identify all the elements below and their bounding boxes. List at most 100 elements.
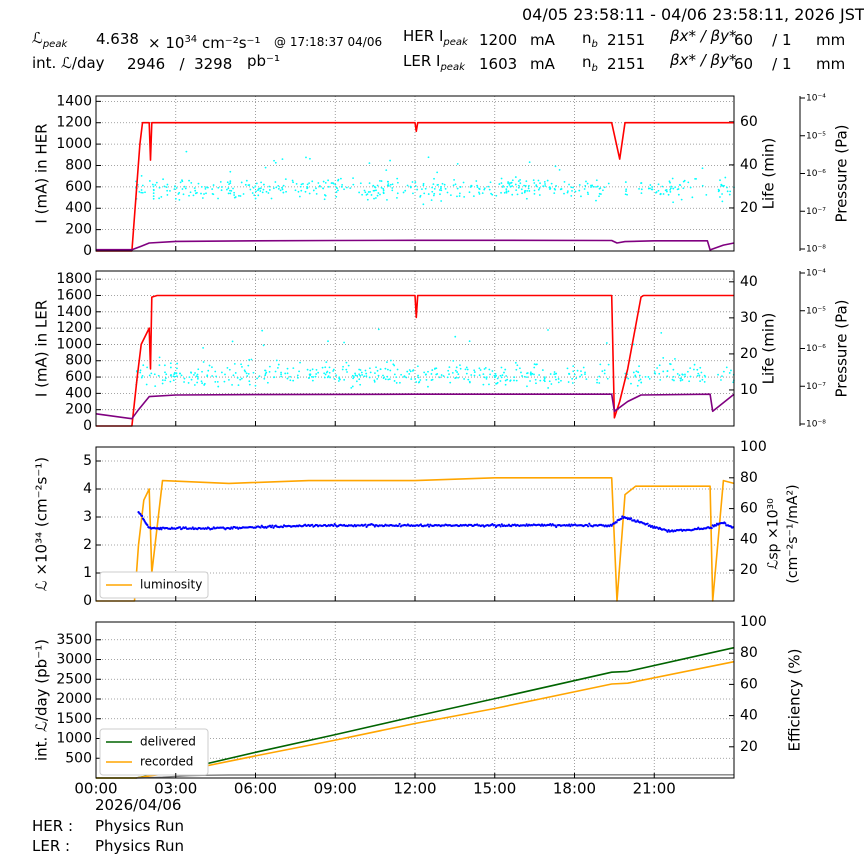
life-point [382, 377, 385, 380]
specific-point [281, 526, 284, 529]
specific-point [199, 527, 203, 530]
specific-point [447, 524, 451, 527]
life-point [472, 195, 475, 197]
specific-point [590, 524, 593, 528]
life-point [567, 381, 570, 383]
life-point [637, 371, 640, 374]
life-point [158, 356, 161, 359]
specific-point [410, 524, 413, 527]
specific-point [729, 524, 732, 528]
life-point [386, 184, 389, 187]
y-tick-label: 0 [83, 243, 92, 259]
life-point [354, 372, 356, 375]
life-point [229, 170, 232, 173]
life-point [454, 183, 457, 186]
life-point [220, 186, 223, 188]
specific-point [594, 524, 597, 527]
life-point [473, 369, 476, 372]
life-point [205, 186, 207, 189]
specific-point [536, 523, 539, 527]
life-point [262, 188, 265, 191]
life-point [166, 194, 169, 196]
life-point [427, 193, 430, 195]
life-point [152, 195, 155, 198]
life-point [521, 192, 524, 195]
life-point [309, 373, 312, 376]
specific-point [659, 527, 662, 531]
life-point [695, 177, 698, 180]
specific-point [465, 524, 468, 527]
life-point [212, 184, 215, 186]
specific-point [611, 523, 614, 526]
y2-tick-label: 10 [740, 382, 758, 398]
specific-point [727, 524, 730, 527]
life-point [368, 162, 371, 165]
life-point [240, 363, 242, 366]
life-point [672, 201, 675, 204]
life-point [720, 184, 723, 187]
specific-point [174, 527, 177, 531]
specific-point [140, 514, 143, 517]
specific-point [535, 524, 538, 527]
chart-panel-2 [95, 270, 805, 427]
life-point [684, 375, 687, 378]
life-point [504, 379, 507, 382]
life-point [548, 186, 551, 189]
specific-point [470, 523, 473, 527]
chart-panel-4 [95, 621, 735, 779]
life-point [148, 374, 151, 377]
y-tick-label: 1 [83, 565, 92, 581]
specific-point [347, 524, 350, 527]
life-point [255, 190, 257, 193]
life-point [252, 371, 255, 374]
life-point [592, 185, 595, 188]
life-point [273, 376, 276, 379]
life-point [158, 186, 161, 189]
life-point [359, 182, 362, 185]
specific-point [148, 526, 151, 529]
specific-point [653, 525, 656, 528]
life-point [689, 186, 692, 189]
specific-point [479, 524, 482, 528]
specific-point [319, 524, 322, 527]
her-ipeak-unit: mA [530, 31, 555, 49]
life-point [351, 385, 354, 388]
specific-point [188, 527, 191, 530]
specific-point [282, 524, 286, 527]
life-point [576, 369, 579, 372]
life-point [262, 344, 265, 347]
specific-point [683, 529, 686, 532]
her-nb-value: 2151 [607, 31, 646, 49]
life-point [496, 381, 499, 384]
life-point [563, 180, 566, 183]
specific-point [627, 517, 631, 520]
life-point [265, 190, 268, 193]
life-point [459, 364, 461, 366]
specific-point [517, 524, 520, 527]
life-point [534, 378, 537, 381]
life-point [500, 366, 503, 369]
life-point [264, 374, 267, 377]
life-point [721, 200, 724, 203]
life-point [366, 198, 369, 201]
specific-point [572, 523, 576, 527]
specific-point [617, 518, 620, 521]
plot-frame [95, 446, 735, 602]
life-point [717, 373, 719, 376]
life-point [163, 364, 166, 367]
life-point [585, 180, 587, 183]
specific-point [366, 524, 369, 527]
specific-point [458, 524, 461, 527]
specific-point [243, 526, 246, 529]
specific-point [419, 523, 422, 526]
specific-point [609, 523, 612, 526]
life-point [258, 187, 261, 190]
life-point [537, 179, 540, 182]
life-point [481, 192, 484, 194]
specific-point [597, 524, 600, 527]
specific-point [150, 527, 153, 530]
specific-point [547, 523, 551, 527]
specific-point [255, 525, 259, 528]
life-point [419, 194, 422, 197]
specific-point [240, 526, 243, 529]
